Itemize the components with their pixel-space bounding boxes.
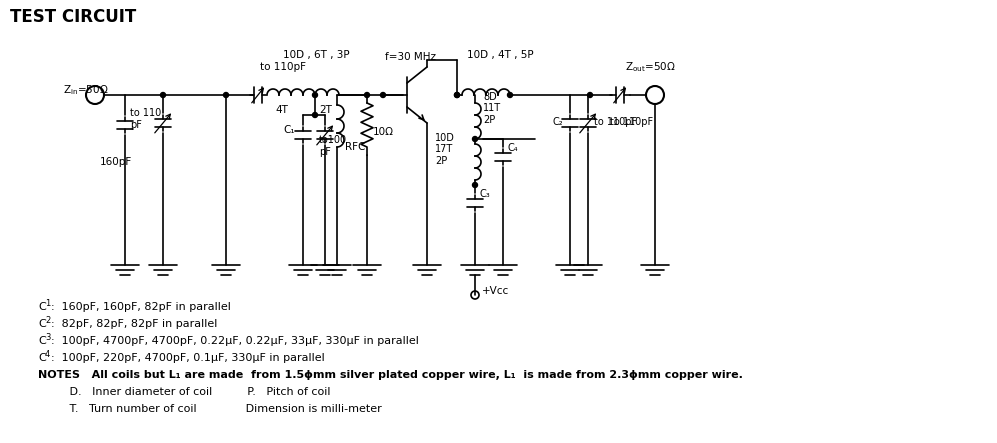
Text: 160pF: 160pF bbox=[100, 157, 133, 167]
Text: to 110pF: to 110pF bbox=[260, 62, 306, 72]
Text: C₂: C₂ bbox=[552, 117, 562, 127]
Text: :  82pF, 82pF, 82pF in parallel: : 82pF, 82pF, 82pF in parallel bbox=[51, 319, 217, 329]
Text: T.   Turn number of coil              Dimension is milli-meter: T. Turn number of coil Dimension is mill… bbox=[38, 404, 382, 414]
Text: 4T: 4T bbox=[275, 105, 288, 115]
Text: +Vᴄᴄ: +Vᴄᴄ bbox=[482, 286, 509, 296]
Text: 8D
11T
2P: 8D 11T 2P bbox=[483, 92, 501, 125]
Text: C: C bbox=[38, 336, 46, 346]
Text: Z$_{\rm out}$=50$\Omega$: Z$_{\rm out}$=50$\Omega$ bbox=[625, 60, 676, 74]
Text: 10D , 6T , 3P: 10D , 6T , 3P bbox=[283, 50, 350, 60]
Text: to100
pF: to100 pF bbox=[319, 136, 347, 157]
Text: C₄: C₄ bbox=[507, 143, 517, 153]
Text: to 110
pF: to 110 pF bbox=[130, 109, 162, 130]
Text: f=30 MHz: f=30 MHz bbox=[385, 52, 436, 62]
Text: NOTES   All coils but L₁ are made  from 1.5ϕmm silver plated copper wire, L₁  is: NOTES All coils but L₁ are made from 1.5… bbox=[38, 370, 743, 380]
Circle shape bbox=[587, 93, 592, 97]
Circle shape bbox=[473, 183, 478, 187]
Circle shape bbox=[381, 93, 386, 97]
Circle shape bbox=[455, 93, 460, 97]
Text: C: C bbox=[38, 302, 46, 312]
Text: 10Ω: 10Ω bbox=[373, 127, 394, 137]
Text: to 110pF: to 110pF bbox=[594, 117, 637, 127]
Text: C: C bbox=[38, 319, 46, 329]
Circle shape bbox=[312, 113, 317, 117]
Circle shape bbox=[365, 93, 370, 97]
Text: C: C bbox=[38, 353, 46, 363]
Text: 3: 3 bbox=[45, 333, 51, 342]
Text: 4: 4 bbox=[45, 350, 50, 359]
Text: 10D
17T
2P: 10D 17T 2P bbox=[435, 133, 455, 166]
Text: TEST CIRCUIT: TEST CIRCUIT bbox=[10, 8, 137, 26]
Circle shape bbox=[455, 93, 460, 97]
Text: D.   Inner diameter of coil          P.   Pitch of coil: D. Inner diameter of coil P. Pitch of co… bbox=[38, 387, 330, 397]
Text: :  100pF, 220pF, 4700pF, 0.1μF, 330μF in parallel: : 100pF, 220pF, 4700pF, 0.1μF, 330μF in … bbox=[51, 353, 325, 363]
Text: 1: 1 bbox=[45, 299, 50, 308]
Text: 10D , 4T , 5P: 10D , 4T , 5P bbox=[467, 50, 533, 60]
Text: :  160pF, 160pF, 82pF in parallel: : 160pF, 160pF, 82pF in parallel bbox=[51, 302, 231, 312]
Text: to 110pF: to 110pF bbox=[610, 117, 653, 127]
Circle shape bbox=[473, 136, 478, 141]
Text: Z$_{\rm in}$=50$\Omega$: Z$_{\rm in}$=50$\Omega$ bbox=[63, 83, 109, 97]
Circle shape bbox=[312, 93, 317, 97]
Circle shape bbox=[161, 93, 166, 97]
Text: 2: 2 bbox=[45, 316, 50, 325]
Text: :  100pF, 4700pF, 4700pF, 0.22μF, 0.22μF, 33μF, 330μF in parallel: : 100pF, 4700pF, 4700pF, 0.22μF, 0.22μF,… bbox=[51, 336, 419, 346]
Text: C₃: C₃ bbox=[479, 189, 490, 199]
Circle shape bbox=[507, 93, 512, 97]
Text: 2T: 2T bbox=[319, 105, 332, 115]
Text: RFC: RFC bbox=[345, 142, 365, 152]
Circle shape bbox=[223, 93, 228, 97]
Text: C₁: C₁ bbox=[283, 125, 295, 135]
